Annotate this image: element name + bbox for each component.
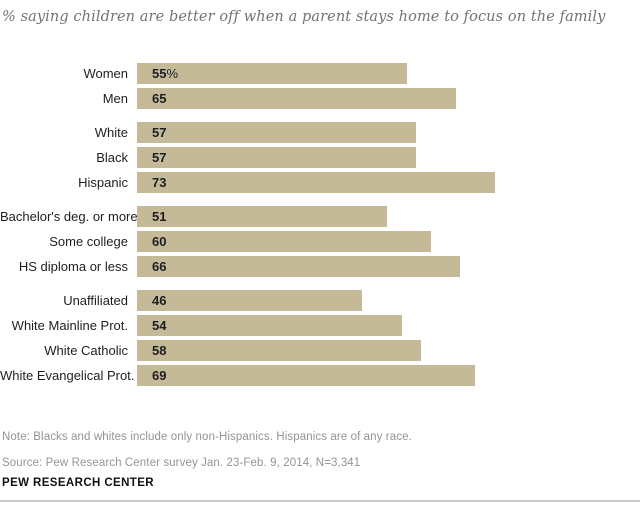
bar-row: Unaffiliated 46 xyxy=(0,290,640,311)
bar-row: White 57 xyxy=(0,122,640,143)
bar-value-label: 54 xyxy=(152,318,167,333)
category-label: Hispanic xyxy=(78,175,128,190)
bar-row: Black 57 xyxy=(0,147,640,168)
category-label: White Evangelical Prot. xyxy=(0,368,135,383)
bar-row: White Mainline Prot. 54 xyxy=(0,315,640,336)
bar: 58 xyxy=(137,340,422,361)
bar-row: White Catholic 58 xyxy=(0,340,640,361)
category-label: Men xyxy=(102,91,128,106)
bar-row: Women 55% xyxy=(0,63,640,84)
bar-row: Men 65 xyxy=(0,88,640,109)
bar: 69 xyxy=(137,365,476,386)
bottom-divider xyxy=(0,500,640,502)
bar-row: White Evangelical Prot. 69 xyxy=(0,365,640,386)
bar-value-label: 73 xyxy=(152,175,167,190)
bar-value-label: 55% xyxy=(152,66,179,81)
bar-value-label: 60 xyxy=(152,234,167,249)
bar: 54 xyxy=(137,315,402,336)
bar: 57 xyxy=(137,122,417,143)
bar-value-label: 65 xyxy=(152,91,167,106)
bar-row: HS diploma or less 66 xyxy=(0,256,640,277)
bar: 60 xyxy=(137,231,431,252)
bar-group-race-ethnicity: White 57 Black 57 Hispanic 73 xyxy=(0,122,640,193)
bar-value-label: 66 xyxy=(152,259,167,274)
category-label: HS diploma or less xyxy=(18,259,128,274)
bar-group-religion: Unaffiliated 46 White Mainline Prot. 54 … xyxy=(0,290,640,386)
brand-label: PEW RESEARCH CENTER xyxy=(2,477,155,489)
bar-value-label: 58 xyxy=(152,343,167,358)
bar: 66 xyxy=(137,256,461,277)
chart-source: Source: Pew Research Center survey Jan. … xyxy=(2,457,361,469)
bar: 51 xyxy=(137,206,387,227)
bar-value-label: 57 xyxy=(152,150,167,165)
bar: 46 xyxy=(137,290,363,311)
bar-chart: Women 55% Men 65 White 57 Black 57 Hispa… xyxy=(0,63,640,390)
bar-value-label: 51 xyxy=(152,209,167,224)
bar: 55% xyxy=(137,63,407,84)
chart-note: Note: Blacks and whites include only non… xyxy=(2,431,412,443)
category-label: Black xyxy=(96,150,128,165)
category-label: White Catholic xyxy=(44,343,128,358)
bar: 65 xyxy=(137,88,456,109)
bar-group-education: Bachelor's deg. or more 51 Some college … xyxy=(0,206,640,277)
category-label: White Mainline Prot. xyxy=(11,318,128,333)
category-label: Unaffiliated xyxy=(63,293,128,308)
bar-row: Bachelor's deg. or more 51 xyxy=(0,206,640,227)
chart-title: % saying children are better off when a … xyxy=(2,9,606,25)
bar-value-label: 69 xyxy=(152,368,167,383)
bar-value-label: 46 xyxy=(152,293,167,308)
category-label: Women xyxy=(83,66,128,81)
bar-row: Some college 60 xyxy=(0,231,640,252)
category-label: Some college xyxy=(49,234,128,249)
category-label: Bachelor's deg. or more xyxy=(0,209,138,224)
bar-row: Hispanic 73 xyxy=(0,172,640,193)
bar: 57 xyxy=(137,147,417,168)
bar-value-label: 57 xyxy=(152,125,167,140)
category-label: White xyxy=(94,125,128,140)
bar: 73 xyxy=(137,172,495,193)
bar-group-gender: Women 55% Men 65 xyxy=(0,63,640,109)
